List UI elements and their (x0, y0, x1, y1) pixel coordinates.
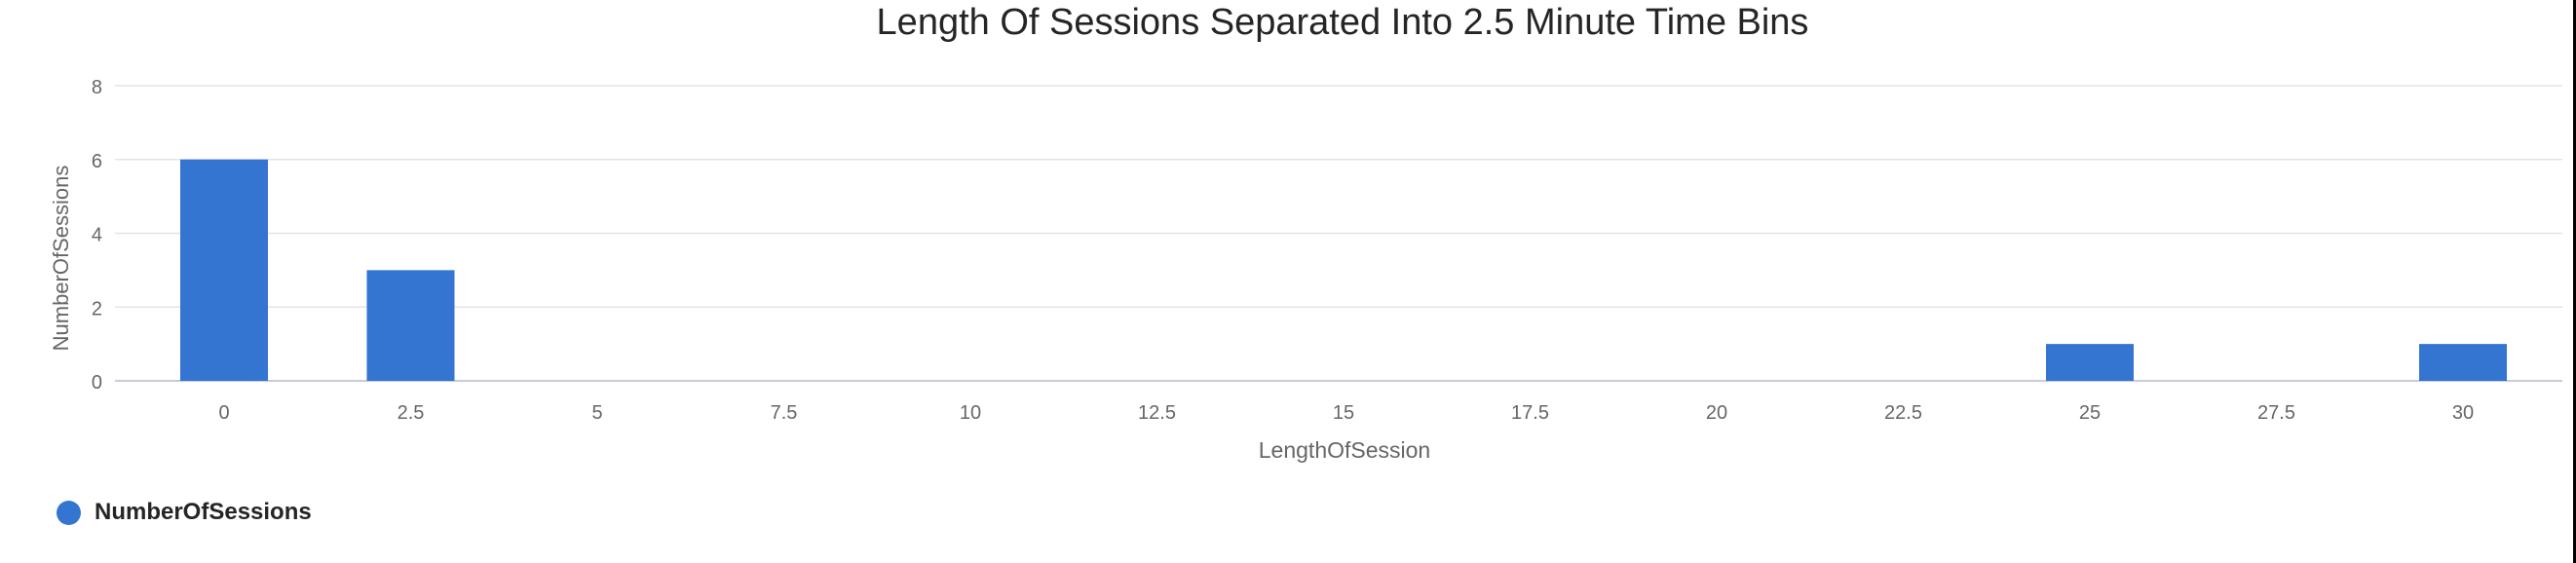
bar[interactable] (2419, 344, 2507, 381)
x-tick-label: 5 (591, 402, 602, 424)
x-tick-label: 2.5 (398, 402, 425, 424)
y-axis-label: NumberOfSessions (49, 166, 73, 352)
bar[interactable] (2046, 344, 2134, 381)
y-axis-ticks: 0 2 4 6 8 (92, 77, 102, 394)
legend[interactable]: NumberOfSessions (57, 499, 312, 526)
x-tick-label: 22.5 (1884, 402, 1922, 424)
x-tick-label: 15 (1333, 402, 1354, 424)
x-tick-label: 12.5 (1138, 402, 1176, 424)
y-tick-label: 4 (92, 225, 102, 246)
y-tick-label: 2 (92, 298, 102, 319)
bar[interactable] (366, 270, 455, 381)
x-tick-label: 17.5 (1511, 402, 1549, 424)
y-tick-label: 6 (92, 151, 102, 172)
legend-series-label[interactable]: NumberOfSessions (95, 499, 312, 525)
x-tick-label: 20 (1706, 402, 1727, 424)
panel-right-border (2573, 0, 2576, 563)
x-tick-label: 30 (2452, 402, 2474, 424)
bar[interactable] (180, 159, 268, 381)
x-axis-ticks: 0 2.5 5 7.5 10 12.5 15 17.5 20 22.5 25 27.5 30 (218, 402, 2474, 424)
bars[interactable] (180, 159, 2507, 381)
chart-title: Length Of Sessions Separated Into 2.5 Mi… (877, 2, 1809, 43)
x-tick-label: 25 (2079, 402, 2101, 424)
gridlines (115, 85, 2562, 382)
x-tick-label: 10 (960, 402, 981, 424)
y-tick-label: 0 (92, 372, 102, 394)
x-axis-label: LengthOfSession (1259, 437, 1430, 463)
y-tick-label: 8 (92, 77, 102, 98)
x-tick-label: 27.5 (2257, 402, 2295, 424)
legend-series-dot-icon (57, 500, 81, 525)
x-tick-label: 7.5 (771, 402, 798, 424)
x-tick-label: 0 (218, 402, 229, 424)
